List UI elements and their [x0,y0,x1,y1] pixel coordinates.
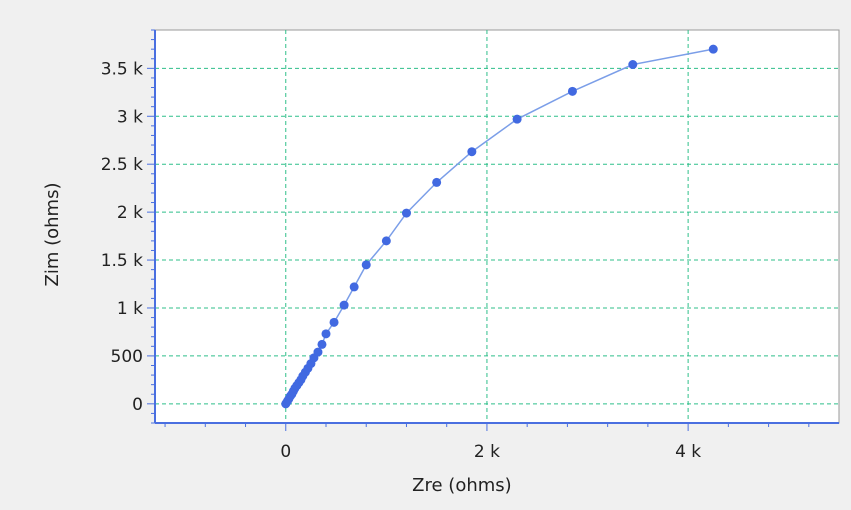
data-point [467,147,477,157]
tick-labels: 0 500 1 k 1.5 k 2 k 2.5 k 3 k 3.5 k 0 2 k 4 k [101,59,702,462]
y-tick-label: 1.5 k [101,251,143,271]
data-point [708,44,718,54]
data-point [512,114,522,124]
x-tick-label: 0 [280,442,291,462]
data-point [361,260,371,270]
data-point [401,208,411,218]
data-point [339,300,349,310]
y-tick-label: 2 k [117,203,143,223]
x-axis-title: Zre (ohms) [412,475,512,496]
grid-lines [155,30,839,423]
axes [147,29,839,431]
y-tick-label: 500 [111,347,143,367]
y-tick-label: 1 k [117,299,143,319]
y-tick-label: 2.5 k [101,155,143,175]
data-point [381,236,391,246]
data-point [628,60,638,70]
data-point [567,86,577,96]
x-tick-label: 2 k [474,442,500,462]
y-axis-title: Zim (ohms) [42,183,63,287]
y-tick-label: 3 k [117,107,143,127]
series-layer [281,44,718,409]
data-point [329,317,339,327]
data-point [432,177,442,187]
y-tick-label: 0 [132,395,143,415]
x-tick-label: 4 k [675,442,701,462]
y-tick-label: 3.5 k [101,59,143,79]
data-point [321,329,331,339]
plot-area [154,29,840,424]
data-point [349,282,359,292]
data-point [317,339,327,349]
data-point [313,347,323,357]
